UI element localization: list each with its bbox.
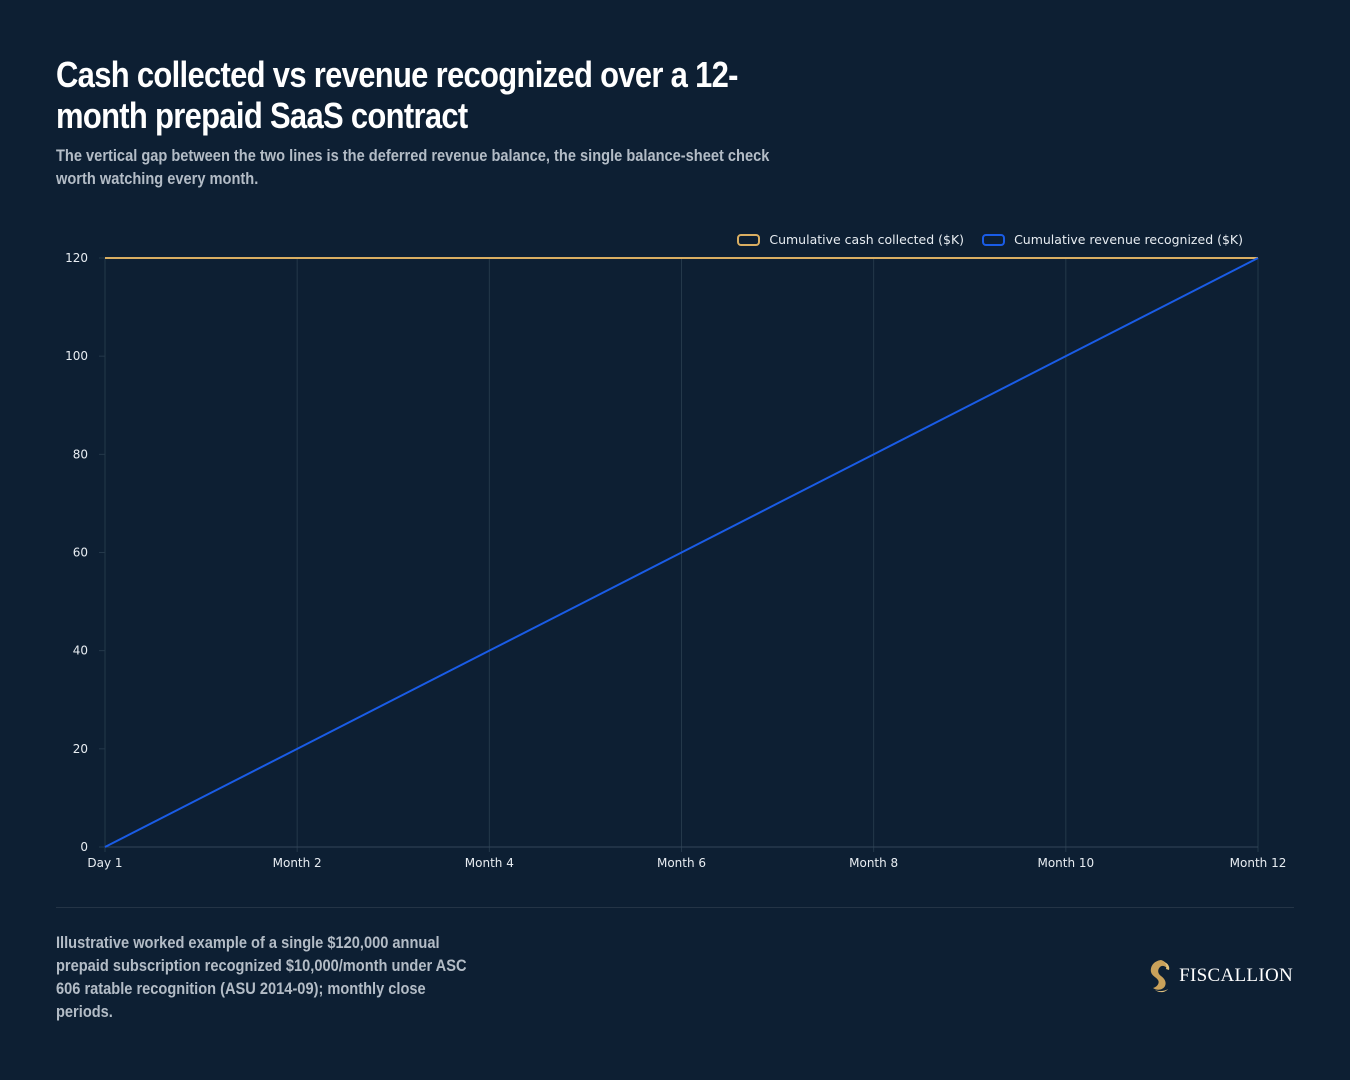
y-tick-label: 120: [65, 251, 88, 265]
x-tick-label: Month 6: [657, 856, 706, 870]
y-tick-label: 20: [73, 742, 88, 756]
source-note: Illustrative worked example of a single …: [56, 933, 467, 1021]
axis-layer: [99, 257, 1259, 852]
chart-subtitle: The vertical gap between the two lines i…: [56, 146, 770, 188]
x-tick-label: Month 8: [849, 856, 898, 870]
tick-label-layer: Day 1 Month 2 Month 4 Month 6 Month 8 Month 1…: [65, 251, 1286, 870]
lion-logo-icon: [1151, 960, 1170, 993]
x-tick-label: Month 4: [465, 856, 514, 870]
y-tick-label: 0: [80, 840, 88, 854]
x-tick-label: Month 12: [1230, 856, 1287, 870]
legend-swatch-cash: [737, 233, 761, 246]
y-tick-label: 40: [73, 644, 88, 658]
y-tick-label: 80: [73, 447, 88, 461]
chart-title: Cash collected vs revenue recognized ove…: [56, 54, 738, 136]
legend-swatch-revenue: [982, 233, 1006, 246]
legend-item-revenue: Cumulative revenue recognized ($K): [982, 232, 1243, 247]
chart-legend: Cumulative cash collected ($K) Cumulativ…: [737, 232, 1243, 247]
brand-name: FISCALLION: [1179, 965, 1293, 986]
x-tick-label: Day 1: [87, 856, 122, 870]
footer-divider: [56, 907, 1294, 908]
x-tick-label: Month 10: [1037, 856, 1094, 870]
series-layer: [104, 257, 1259, 848]
brand-logo: FISCALLION: [1147, 958, 1293, 994]
line-chart: Day 1 Month 2 Month 4 Month 6 Month 8 Month 1…: [65, 251, 1286, 870]
y-tick-label: 60: [73, 546, 88, 560]
legend-label-cash: Cumulative cash collected ($K): [769, 232, 965, 247]
legend-item-cash: Cumulative cash collected ($K): [737, 232, 964, 247]
legend-label-revenue: Cumulative revenue recognized ($K): [1014, 232, 1243, 247]
y-tick-label: 100: [65, 349, 88, 363]
x-tick-label: Month 2: [273, 856, 322, 870]
